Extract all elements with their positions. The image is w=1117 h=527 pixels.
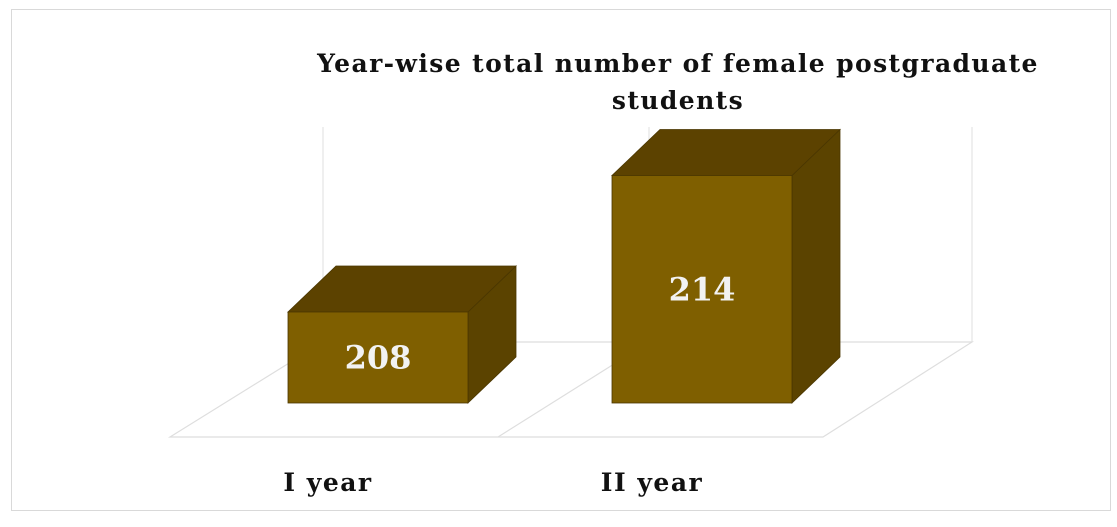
data-label-2: 214	[669, 270, 736, 308]
chart-title-line-1: Year-wise total number of female postgra…	[316, 49, 1039, 78]
chart-frame: 208 214 I year II year Year-wise total num…	[11, 9, 1111, 511]
bar-1	[287, 265, 517, 404]
chart-title-line-2: students	[612, 86, 744, 115]
chart-title: Year-wise total number of female postgra…	[316, 49, 1039, 115]
bar-2	[611, 128, 841, 404]
bar-2-side	[791, 128, 841, 404]
category-label-2: II year	[601, 468, 703, 497]
category-axis: I year II year	[283, 468, 703, 497]
chart-canvas: 208 214 I year II year Year-wise total num…	[167, 49, 1039, 497]
data-label-1: 208	[345, 339, 412, 377]
bar-1-front	[287, 311, 469, 404]
data-labels: 208 214	[345, 270, 736, 376]
bar-series	[287, 128, 841, 404]
category-label-1: I year	[283, 468, 372, 497]
floor-outline	[167, 341, 975, 438]
bar-2-front	[611, 175, 793, 404]
